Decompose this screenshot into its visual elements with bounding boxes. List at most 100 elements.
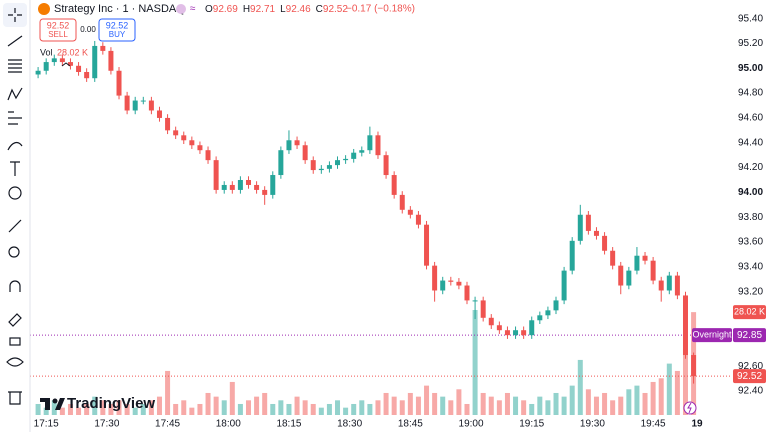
sell-price: 92.52 bbox=[47, 20, 70, 30]
volume-bar bbox=[35, 403, 41, 415]
volume-bar bbox=[262, 392, 268, 415]
candle-body bbox=[399, 194, 405, 210]
x-tick-label: 18:45 bbox=[398, 419, 423, 430]
candle-body bbox=[634, 255, 640, 271]
candle-body bbox=[529, 320, 535, 336]
trendline-tool[interactable] bbox=[7, 35, 23, 47]
volume-bar bbox=[213, 396, 219, 415]
candle-body bbox=[351, 152, 357, 159]
candle-body bbox=[181, 135, 187, 141]
volume-bar bbox=[658, 378, 664, 415]
lock-tool[interactable] bbox=[9, 337, 21, 346]
volume-bar bbox=[634, 385, 640, 415]
volume-bar bbox=[383, 392, 389, 415]
text-tool[interactable] bbox=[10, 161, 20, 176]
volume-bar bbox=[488, 396, 494, 415]
session-label-box bbox=[692, 328, 732, 343]
volume-bar bbox=[513, 396, 519, 415]
ohlc-key: C bbox=[316, 4, 323, 15]
candle-body bbox=[472, 300, 478, 302]
candle-body bbox=[100, 45, 106, 51]
candle-body bbox=[610, 250, 616, 266]
brush-tool[interactable] bbox=[7, 141, 23, 151]
zoom-tool[interactable] bbox=[8, 246, 20, 258]
candle-body bbox=[383, 155, 389, 176]
fib-tool[interactable] bbox=[8, 59, 22, 73]
volume-bar bbox=[335, 400, 341, 415]
visibility-tool[interactable] bbox=[6, 357, 24, 367]
magnet-tool[interactable] bbox=[9, 280, 21, 292]
volume-bar bbox=[642, 392, 648, 415]
volume-bar bbox=[521, 400, 527, 415]
volume-bar bbox=[278, 400, 284, 415]
logo-mark bbox=[55, 398, 65, 410]
sell-button[interactable] bbox=[39, 18, 77, 42]
candle-body bbox=[278, 150, 284, 176]
forecast-tool[interactable] bbox=[8, 111, 22, 125]
x-tick-label: 18:30 bbox=[337, 419, 362, 430]
measure-tool[interactable] bbox=[8, 219, 22, 233]
trash-tool[interactable] bbox=[8, 391, 22, 405]
candle-body bbox=[464, 285, 470, 301]
candle-body bbox=[254, 184, 260, 190]
x-tick-label: 17:15 bbox=[34, 419, 59, 430]
pattern-tool[interactable] bbox=[7, 87, 23, 101]
price-axis-bg bbox=[730, 0, 768, 432]
candle-body bbox=[343, 158, 349, 161]
candle-body bbox=[270, 175, 276, 195]
candle-body bbox=[577, 214, 583, 241]
candle-body bbox=[262, 189, 268, 195]
candle-body bbox=[545, 310, 551, 316]
y-tick-label: 95.40 bbox=[738, 13, 763, 24]
candle-body bbox=[585, 214, 591, 231]
lock-draw-tool[interactable] bbox=[8, 313, 22, 327]
ohlc: O92.69 H92.71 L92.46 C92.52 bbox=[205, 4, 348, 15]
candle-body bbox=[124, 95, 130, 111]
volume-bar bbox=[270, 403, 276, 415]
price-label: 92.85 bbox=[737, 330, 762, 341]
candle-body bbox=[286, 140, 292, 151]
volume-bar bbox=[569, 385, 575, 415]
candle-body bbox=[521, 330, 527, 336]
volume-bar bbox=[561, 396, 567, 415]
volume-bar bbox=[545, 400, 551, 415]
y-tick-label: 94.20 bbox=[738, 162, 763, 173]
candle-body bbox=[593, 230, 599, 236]
volume-bar bbox=[116, 400, 122, 415]
collapse-button[interactable] bbox=[61, 62, 71, 67]
volume-bar bbox=[464, 403, 470, 415]
volume-bar bbox=[165, 370, 171, 415]
volume-bar bbox=[472, 310, 478, 415]
candle-body bbox=[76, 65, 82, 72]
volume-bar bbox=[108, 403, 114, 415]
candle-body bbox=[553, 300, 559, 311]
ohlc-value: 92.46 bbox=[286, 4, 311, 15]
volume-label-box bbox=[733, 305, 766, 320]
candle-body bbox=[221, 184, 227, 190]
candle-body bbox=[335, 160, 341, 166]
volume-bar bbox=[43, 407, 49, 415]
volume-bar bbox=[254, 396, 260, 415]
price-change: −0.17 (−0.18%) bbox=[346, 4, 415, 15]
volume-axis-label: 28.02 K bbox=[734, 307, 765, 317]
candle-body bbox=[245, 180, 251, 185]
candle-body bbox=[504, 330, 510, 336]
y-tick-label: 92.40 bbox=[738, 386, 763, 397]
volume-bar bbox=[189, 407, 195, 415]
y-tick-label: 94.40 bbox=[738, 137, 763, 148]
buy-button[interactable] bbox=[98, 18, 136, 42]
crosshair-tool[interactable] bbox=[3, 3, 27, 27]
volume-bar bbox=[148, 400, 154, 415]
candle-body bbox=[674, 275, 680, 296]
volume-bar bbox=[626, 389, 632, 415]
candle-body bbox=[691, 355, 697, 377]
symbol-title: Strategy Inc · 1 · NASDAQ bbox=[54, 3, 185, 15]
candle-layer bbox=[35, 40, 697, 384]
volume-bar bbox=[76, 407, 82, 415]
candle-body bbox=[650, 260, 656, 281]
ohlc-value: 92.69 bbox=[213, 4, 238, 15]
volume-bar bbox=[100, 400, 106, 415]
x-tick-label: 18:00 bbox=[216, 419, 241, 430]
volume-bar bbox=[650, 381, 656, 415]
emoji-tool[interactable] bbox=[8, 186, 22, 200]
